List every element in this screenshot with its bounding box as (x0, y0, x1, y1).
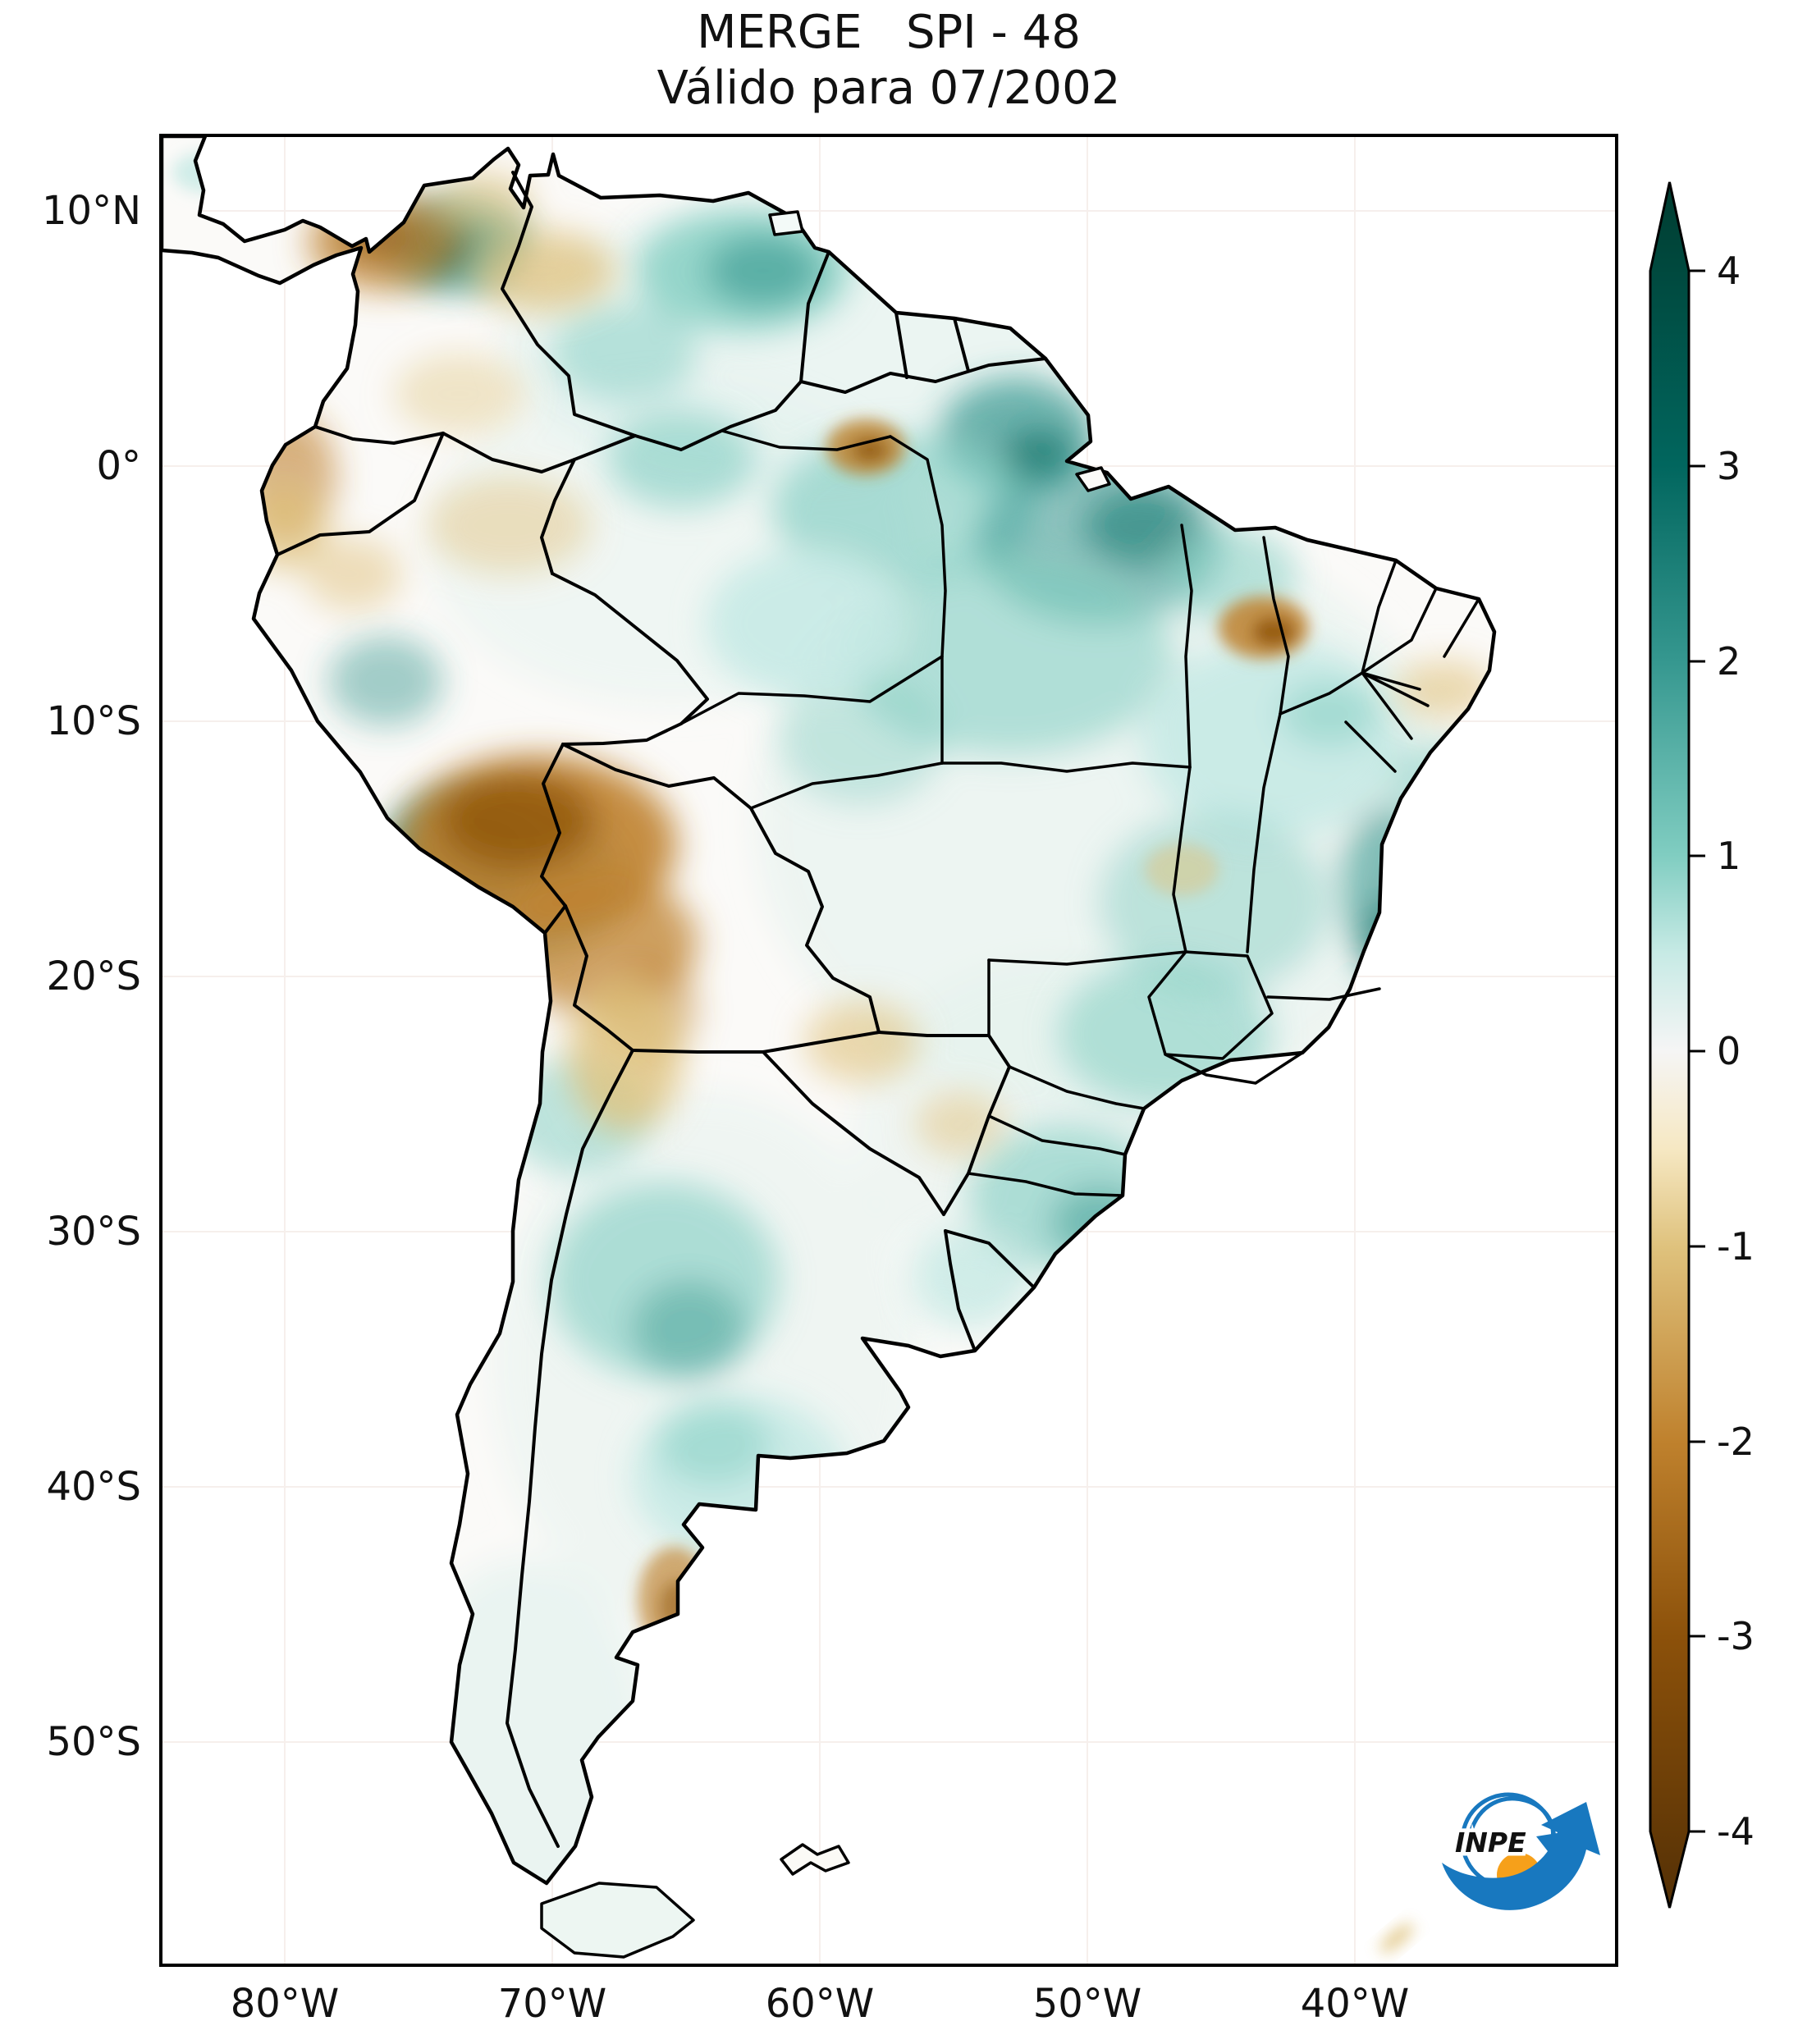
latitude-axis: 10°N 0° 10°S 20°S 30°S 40°S 50°S (42, 188, 141, 1765)
cbar-label-2: 2 (1717, 639, 1741, 684)
plot-frame (159, 134, 1618, 1967)
colorbar: 4 3 2 1 0 -1 -2 -3 -4 (1649, 181, 1755, 1909)
inpe-logo: INPE (1442, 1792, 1600, 1910)
island-trinidad (768, 210, 804, 236)
cbar-label-m3: -3 (1717, 1614, 1755, 1658)
lon-tick-label-50w: 50°W (1033, 1981, 1142, 2027)
longitude-axis: 80°W 70°W 60°W 50°W 40°W (231, 1981, 1410, 2027)
lat-tick-label-0: 0° (96, 443, 141, 489)
map-plot: INPE (159, 134, 1618, 1967)
lat-tick-label-50s: 50°S (46, 1719, 141, 1765)
lat-tick-label-30s: 30°S (46, 1209, 141, 1255)
inpe-logo-swoosh-arrow (1442, 1802, 1600, 1910)
spi-speck (1379, 1923, 1414, 1953)
colorbar-ticks (1689, 269, 1705, 1833)
colorbar-tick-labels: 4 3 2 1 0 -1 -2 -3 -4 (1717, 249, 1755, 1854)
lat-tick-label-40s: 40°S (46, 1464, 141, 1510)
island-tierra-del-fuego (540, 1882, 695, 1959)
lat-tick-label-20s: 20°S (46, 953, 141, 999)
cbar-label-3: 3 (1717, 444, 1741, 488)
figure-subtitle: Válido para 07/2002 (657, 62, 1121, 115)
colorbar-bar (1649, 181, 1690, 1909)
lon-tick-label-40w: 40°W (1301, 1981, 1410, 2027)
state-borders (679, 429, 1480, 1197)
inpe-logo-text: INPE (1455, 1827, 1526, 1859)
inpe-logo-spiral (1466, 1796, 1555, 1852)
cbar-label-m1: -1 (1717, 1224, 1755, 1269)
island-zigzag-south-atlantic (780, 1843, 850, 1876)
figure-title: MERGE SPI - 48 (697, 6, 1081, 59)
island-marajo (1075, 466, 1111, 492)
islands (540, 210, 1111, 1959)
lon-tick-label-70w: 70°W (498, 1981, 607, 2027)
cbar-label-0: 0 (1717, 1029, 1741, 1073)
lon-tick-label-60w: 60°W (766, 1981, 875, 2027)
cbar-label-1: 1 (1717, 834, 1741, 878)
cbar-label-4: 4 (1717, 249, 1741, 293)
country-borders (276, 171, 1047, 1848)
cbar-label-m2: -2 (1717, 1420, 1755, 1464)
lon-tick-label-80w: 80°W (231, 1981, 340, 2027)
lat-tick-label-10n: 10°N (42, 188, 141, 234)
coastline (159, 134, 1497, 1886)
cbar-label-m4: -4 (1717, 1809, 1755, 1854)
lat-tick-label-10s: 10°S (46, 698, 141, 744)
